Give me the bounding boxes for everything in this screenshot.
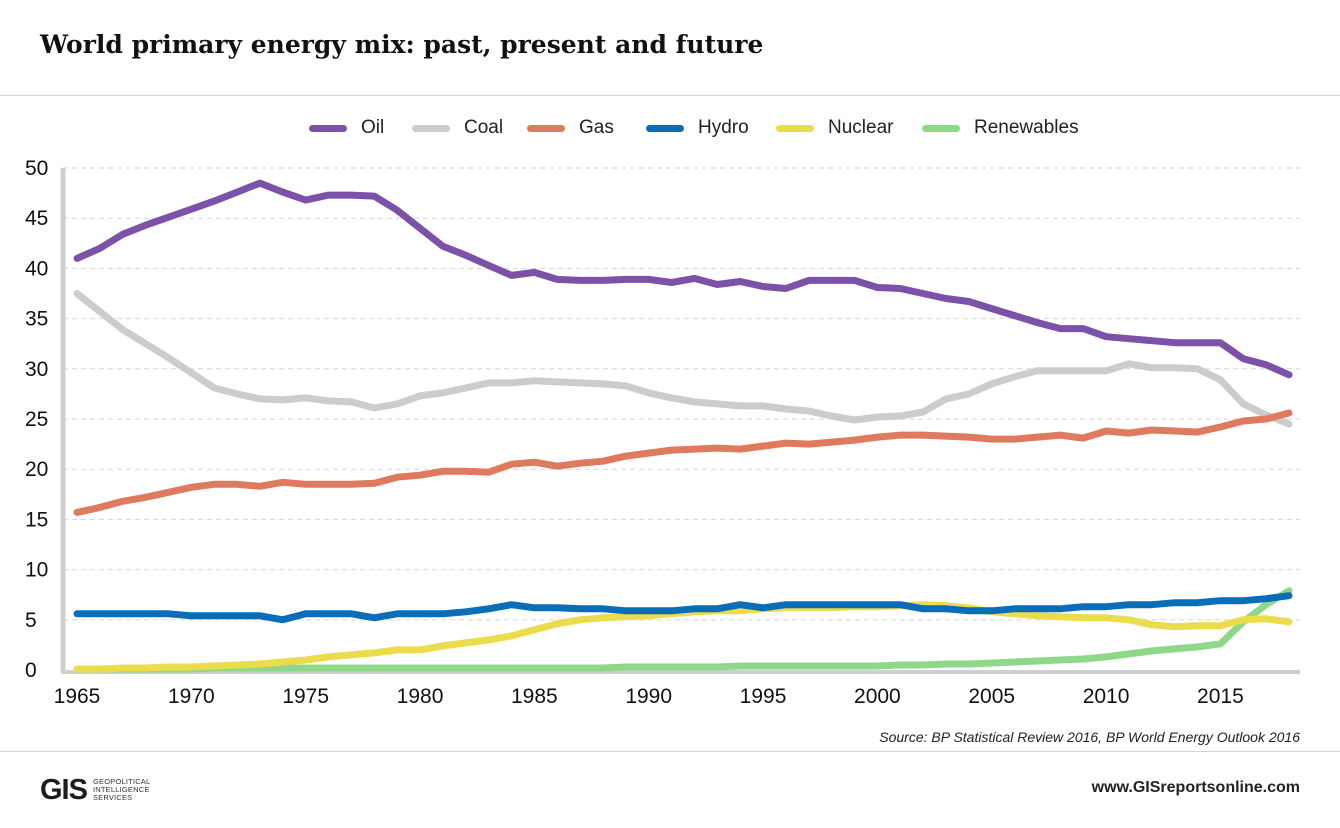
x-tick-label: 1985 — [511, 685, 558, 708]
axes — [60, 168, 1300, 674]
series-line-hydro — [73, 592, 1293, 624]
y-tick-label: 45 — [25, 207, 48, 230]
line-chart: 0 5 10 15 20 25 30 35 40 45 50 1965 1970 1975 1980 198… — [25, 157, 1300, 708]
x-tick-label: 2000 — [854, 685, 901, 708]
x-tick-label: 2010 — [1083, 685, 1130, 708]
footer-divider — [0, 751, 1340, 752]
legend-item-hydro: Hydro — [646, 116, 749, 140]
legend-swatch-nuclear — [776, 124, 814, 132]
source-note: Source: BP Statistical Review 2016, BP W… — [879, 729, 1300, 745]
y-tick-label: 50 — [25, 157, 48, 180]
x-tick-label: 1965 — [54, 685, 101, 708]
logo-mark: GIS — [40, 774, 88, 806]
legend-item-nuclear: Nuclear — [776, 116, 893, 140]
y-tick-label: 40 — [25, 257, 48, 280]
x-tick-label: 1970 — [168, 685, 215, 708]
legend-label-hydro: Hydro — [698, 117, 749, 138]
legend-swatch-renewables — [922, 124, 960, 132]
x-tick-label: 1990 — [625, 685, 672, 708]
gis-logo: GIS Geopolitical Intelligence Services — [40, 774, 150, 806]
y-tick-label: 5 — [25, 609, 37, 632]
x-tick-label: 2005 — [968, 685, 1015, 708]
logo-text: Geopolitical Intelligence Services — [93, 778, 150, 802]
y-axis-ticks: 0 5 10 15 20 25 30 35 40 45 50 — [25, 157, 48, 682]
logo-line: Geopolitical — [92, 777, 151, 786]
chart-title: World primary energy mix: past, present … — [40, 30, 764, 59]
logo-line: Services — [92, 793, 133, 802]
series-line-oil — [73, 179, 1293, 379]
y-tick-label: 10 — [25, 559, 48, 582]
y-tick-label: 30 — [25, 358, 48, 381]
website-link[interactable]: www.GISreportsonline.com — [1091, 779, 1300, 796]
legend-item-gas: Gas — [527, 116, 614, 140]
x-tick-label: 2015 — [1197, 685, 1244, 708]
series-line-renewables — [73, 587, 1293, 673]
legend-label-gas: Gas — [579, 117, 614, 138]
legend-label-nuclear: Nuclear — [828, 117, 894, 138]
legend-label-coal: Coal — [464, 117, 504, 138]
legend-swatch-oil — [309, 124, 347, 132]
y-tick-label: 0 — [25, 659, 37, 682]
legend-label-renewables: Renewables — [974, 117, 1079, 138]
series-line-gas — [73, 409, 1293, 516]
legend-swatch-hydro — [646, 124, 684, 132]
legend-swatch-gas — [527, 124, 565, 132]
y-tick-label: 25 — [25, 408, 48, 431]
x-axis-ticks: 1965 1970 1975 1980 1985 1990 1995 2000 2005 2010… — [54, 685, 1244, 708]
x-tick-label: 1975 — [282, 685, 329, 708]
legend-label-oil: Oil — [361, 117, 385, 138]
y-tick-label: 15 — [25, 508, 48, 531]
legend-swatch-coal — [412, 124, 450, 132]
logo-line: Intelligence — [92, 785, 150, 794]
y-tick-label: 20 — [25, 458, 48, 481]
y-tick-label: 35 — [25, 308, 48, 331]
x-tick-label: 1980 — [397, 685, 444, 708]
chart-legend: Oil Coal Gas Hydro Nuclear Renewables — [0, 116, 1340, 140]
series-lines — [73, 179, 1293, 673]
legend-item-oil: Oil — [309, 116, 384, 140]
series-line-coal — [73, 290, 1293, 428]
legend-item-renewables: Renewables — [922, 116, 1079, 140]
x-tick-label: 1995 — [740, 685, 787, 708]
legend-item-coal: Coal — [412, 116, 503, 140]
header-divider — [0, 95, 1340, 96]
